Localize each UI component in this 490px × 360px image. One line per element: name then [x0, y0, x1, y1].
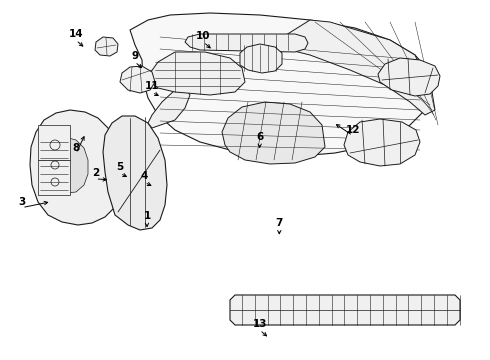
Text: 5: 5 — [117, 162, 123, 172]
Polygon shape — [222, 102, 325, 164]
Text: 3: 3 — [19, 197, 25, 207]
Polygon shape — [344, 119, 420, 166]
Text: 1: 1 — [144, 211, 150, 221]
Text: 7: 7 — [275, 218, 283, 228]
Text: 9: 9 — [131, 51, 138, 61]
Polygon shape — [95, 37, 118, 56]
Polygon shape — [103, 116, 167, 230]
Polygon shape — [378, 58, 440, 96]
Polygon shape — [230, 295, 460, 325]
Polygon shape — [270, 20, 435, 115]
Polygon shape — [38, 160, 70, 195]
Polygon shape — [130, 13, 432, 156]
Polygon shape — [185, 34, 308, 52]
Text: 8: 8 — [73, 143, 79, 153]
Text: 14: 14 — [69, 29, 83, 39]
Text: 4: 4 — [141, 171, 148, 181]
Polygon shape — [148, 52, 245, 95]
Polygon shape — [38, 125, 70, 160]
Polygon shape — [148, 88, 190, 128]
Text: 12: 12 — [345, 125, 360, 135]
Polygon shape — [30, 110, 122, 225]
Text: 10: 10 — [196, 31, 211, 41]
Polygon shape — [42, 137, 88, 193]
Text: 2: 2 — [92, 168, 99, 178]
Text: 6: 6 — [256, 132, 263, 142]
Polygon shape — [120, 66, 155, 93]
Polygon shape — [240, 44, 282, 73]
Text: 13: 13 — [252, 319, 267, 329]
Text: 11: 11 — [145, 81, 159, 91]
